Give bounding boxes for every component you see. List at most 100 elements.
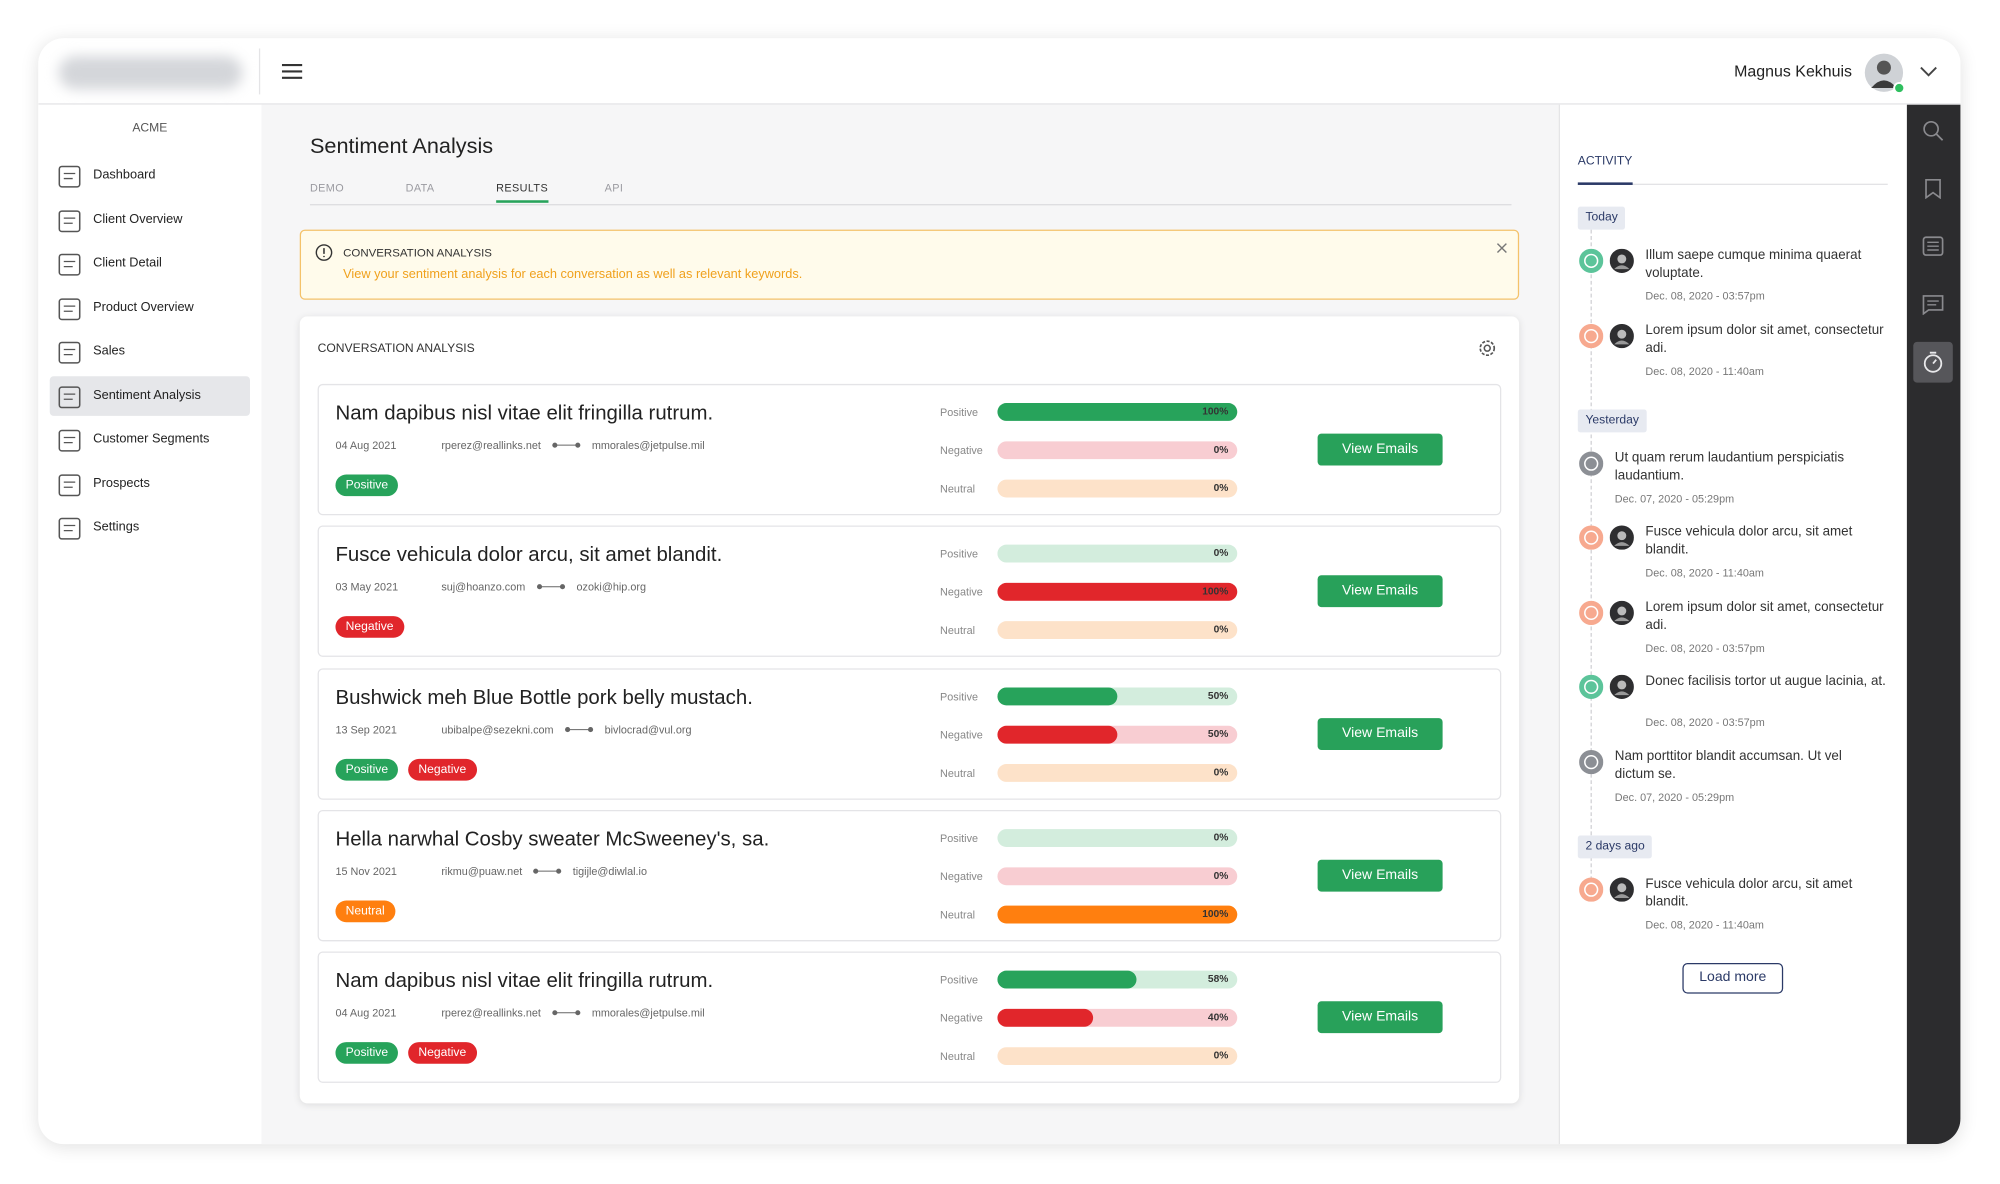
conversation-from: ubibalpe@sezekni.com bbox=[441, 722, 554, 736]
activity-time: Dec. 07, 2020 - 05:29pm bbox=[1614, 790, 1735, 803]
activity-avatar bbox=[1609, 248, 1634, 273]
user-name[interactable]: Magnus Kekhuis bbox=[1734, 62, 1853, 81]
activity-avatar bbox=[1609, 323, 1634, 348]
alert-message: View your sentiment analysis for each co… bbox=[343, 267, 803, 282]
header-divider bbox=[258, 48, 261, 95]
activity-avatar bbox=[1609, 525, 1634, 550]
view-emails-button[interactable]: View Emails bbox=[1317, 859, 1443, 892]
alert-close[interactable] bbox=[1496, 242, 1507, 254]
user-menu-chevron[interactable] bbox=[1920, 66, 1938, 77]
nav-icon bbox=[58, 341, 81, 364]
activity-icon bbox=[1579, 749, 1604, 774]
activity-icon bbox=[1579, 450, 1604, 476]
icon-rail bbox=[1906, 104, 1961, 1145]
activity-time: Dec. 08, 2020 - 03:57pm bbox=[1645, 289, 1765, 303]
sentiment-label: Negative bbox=[940, 869, 983, 883]
sentiment-label: Positive bbox=[940, 831, 979, 845]
activity-text: Fusce vehicula dolor arcu, sit amet blan… bbox=[1645, 875, 1853, 909]
rail-search[interactable] bbox=[1922, 120, 1944, 142]
score-bar bbox=[997, 725, 1118, 744]
score-label: 40% bbox=[1207, 1011, 1229, 1024]
nav-icon bbox=[58, 253, 81, 276]
rail-bookmark[interactable] bbox=[1925, 179, 1942, 199]
nav-item[interactable]: Client Detail bbox=[93, 256, 162, 271]
tab[interactable]: API bbox=[604, 181, 624, 194]
activity-group-label: 2 days ago bbox=[1577, 834, 1653, 858]
score-label: 0% bbox=[1213, 766, 1229, 778]
score-label: 58% bbox=[1207, 973, 1229, 985]
view-emails-button[interactable]: View Emails bbox=[1317, 575, 1443, 608]
nav-item[interactable]: Sentiment Analysis bbox=[93, 388, 201, 403]
sentiment-label: Neutral bbox=[940, 908, 976, 921]
activity-group-label: Today bbox=[1577, 206, 1626, 230]
activity-text: Ut quam rerum laudantium perspiciatis la… bbox=[1614, 449, 1845, 483]
sentiment-label: Neutral bbox=[940, 482, 976, 495]
email-connector bbox=[536, 584, 566, 590]
rail-timer[interactable] bbox=[1922, 351, 1944, 374]
score-bar bbox=[997, 905, 1238, 924]
activity-text: Fusce vehicula dolor arcu, sit amet blan… bbox=[1645, 524, 1853, 558]
timeline bbox=[1589, 223, 1592, 893]
conversation-date: 15 Nov 2021 bbox=[335, 864, 397, 878]
user-avatar[interactable] bbox=[1864, 52, 1907, 95]
activity-icon bbox=[1579, 876, 1604, 902]
nav-item[interactable]: Settings bbox=[93, 520, 140, 535]
conversation-title: Fusce vehicula dolor arcu, sit amet blan… bbox=[335, 545, 723, 567]
score-label: 100% bbox=[1202, 908, 1229, 920]
logo[interactable] bbox=[58, 56, 243, 90]
view-emails-button[interactable]: View Emails bbox=[1317, 717, 1443, 750]
score-label: 0% bbox=[1213, 1049, 1229, 1062]
sentiment-tag: Negative bbox=[408, 1042, 477, 1065]
sentiment-label: Negative bbox=[940, 585, 983, 599]
activity-avatar bbox=[1609, 600, 1634, 625]
nav-icon bbox=[58, 297, 81, 320]
settings-button[interactable] bbox=[1477, 338, 1497, 358]
sentiment-label: Positive bbox=[940, 547, 979, 561]
activity-text: Nam porttitor blandit accumsan. Ut vel d… bbox=[1614, 748, 1842, 782]
alert-title: CONVERSATION ANALYSIS bbox=[343, 246, 492, 259]
activity-icon bbox=[1579, 248, 1604, 273]
tab[interactable]: DATA bbox=[405, 181, 435, 194]
score-label: 0% bbox=[1213, 443, 1229, 456]
tab[interactable]: RESULTS bbox=[496, 181, 549, 194]
conversation-from: rperez@reallinks.net bbox=[441, 1006, 541, 1020]
conversation-title: Bushwick meh Blue Bottle pork belly must… bbox=[335, 686, 753, 709]
nav-item[interactable]: Customer Segments bbox=[93, 432, 210, 447]
conversation-from: rikmu@puaw.net bbox=[441, 864, 523, 878]
tab[interactable]: DEMO bbox=[309, 181, 345, 194]
sentiment-tag: Negative bbox=[335, 616, 404, 639]
conversation-title: Nam dapibus nisl vitae elit fringilla ru… bbox=[335, 403, 714, 425]
rail-messages[interactable] bbox=[1922, 295, 1944, 316]
activity-time: Dec. 07, 2020 - 05:29pm bbox=[1614, 491, 1735, 505]
score-label: 100% bbox=[1202, 405, 1229, 418]
activity-title: ACTIVITY bbox=[1577, 154, 1633, 169]
view-emails-button[interactable]: View Emails bbox=[1317, 433, 1443, 466]
nav-item[interactable]: Client Overview bbox=[93, 212, 183, 227]
score-bar bbox=[997, 403, 1238, 421]
nav-item[interactable]: Dashboard bbox=[93, 168, 156, 183]
score-bar bbox=[997, 686, 1118, 705]
activity-group-label: Yesterday bbox=[1577, 408, 1647, 432]
sentiment-label: Neutral bbox=[940, 766, 976, 779]
conversation-to: bivlocrad@vul.org bbox=[604, 722, 692, 736]
score-label: 0% bbox=[1213, 831, 1229, 843]
menu-button[interactable] bbox=[281, 64, 303, 79]
score-label: 100% bbox=[1202, 585, 1229, 598]
sentiment-label: Negative bbox=[940, 1011, 983, 1025]
activity-icon bbox=[1579, 525, 1604, 550]
activity-text: Lorem ipsum dolor sit amet, consectetur … bbox=[1645, 598, 1884, 633]
view-emails-button[interactable]: View Emails bbox=[1317, 1001, 1443, 1034]
email-connector bbox=[552, 442, 581, 448]
nav-item[interactable]: Sales bbox=[93, 344, 126, 359]
nav-item[interactable]: Product Overview bbox=[93, 300, 194, 315]
activity-time: Dec. 08, 2020 - 03:57pm bbox=[1645, 640, 1765, 654]
nav-icon bbox=[58, 517, 81, 540]
load-more-button[interactable]: Load more bbox=[1682, 963, 1784, 994]
conversation-card bbox=[317, 809, 1502, 942]
score-track bbox=[997, 867, 1238, 886]
score-track bbox=[997, 621, 1238, 640]
sentiment-label: Neutral bbox=[940, 624, 976, 637]
nav-item[interactable]: Prospects bbox=[93, 476, 150, 491]
activity-time: Dec. 08, 2020 - 11:40am bbox=[1645, 364, 1764, 377]
rail-list[interactable] bbox=[1922, 236, 1944, 256]
